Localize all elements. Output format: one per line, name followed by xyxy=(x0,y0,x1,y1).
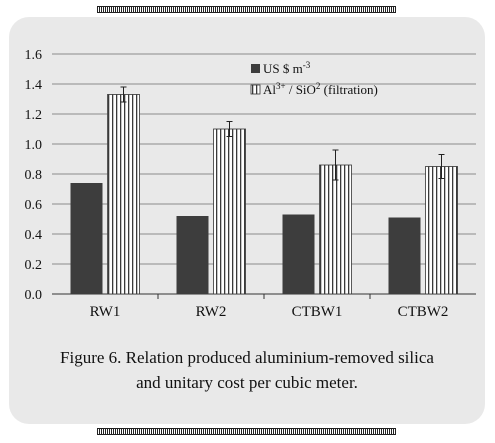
y-tick-label: 1.6 xyxy=(25,48,43,63)
y-tick-label: 0.0 xyxy=(25,288,43,303)
y-tick-label: 0.2 xyxy=(25,258,43,273)
bar-al-sio2 xyxy=(319,164,352,295)
legend-swatch-us-cost xyxy=(251,64,260,73)
y-tick-label: 0.8 xyxy=(25,168,43,183)
x-tick-label: CTBW1 xyxy=(292,304,343,320)
bar-al-sio2 xyxy=(213,128,246,295)
y-axis-ticks: 0.0 0.2 0.4 0.6 0.8 1.0 1.2 1.4 1.6 xyxy=(25,48,43,303)
top-hatched-rule xyxy=(97,6,396,13)
x-tick-label: CTBW2 xyxy=(398,304,449,320)
bar-us-cost xyxy=(388,217,421,294)
bar-us-cost xyxy=(176,216,209,294)
bars xyxy=(70,86,458,295)
y-tick-label: 1.4 xyxy=(25,78,43,93)
y-tick-label: 0.4 xyxy=(25,228,43,243)
legend: US $ m-3 Al3+ / SiO2 (filtration) xyxy=(250,60,378,97)
y-tick-label: 0.6 xyxy=(25,198,43,213)
x-tick-label: RW1 xyxy=(90,304,121,320)
bar-al-sio2 xyxy=(107,94,140,295)
bar-al-sio2 xyxy=(425,166,458,295)
x-tick-label: RW2 xyxy=(196,304,227,320)
figure-caption: Figure 6. Relation produced aluminium-re… xyxy=(9,345,485,395)
caption-line-2: and unitary cost per cubic meter. xyxy=(136,373,358,392)
bar-us-cost xyxy=(70,183,103,294)
legend-label-al-sio2: Al3+ / SiO2 (filtration) xyxy=(263,81,378,97)
legend-label-us-cost: US $ m-3 xyxy=(263,60,311,76)
bottom-hatched-rule xyxy=(97,428,396,435)
y-tick-label: 1.0 xyxy=(25,138,43,153)
caption-line-1: Figure 6. Relation produced aluminium-re… xyxy=(60,348,434,367)
legend-swatch-al-sio2 xyxy=(250,84,261,95)
bar-us-cost xyxy=(282,214,315,294)
y-tick-label: 1.2 xyxy=(25,108,43,123)
x-axis-ticks: RW1 RW2 CTBW1 CTBW2 xyxy=(90,294,449,320)
